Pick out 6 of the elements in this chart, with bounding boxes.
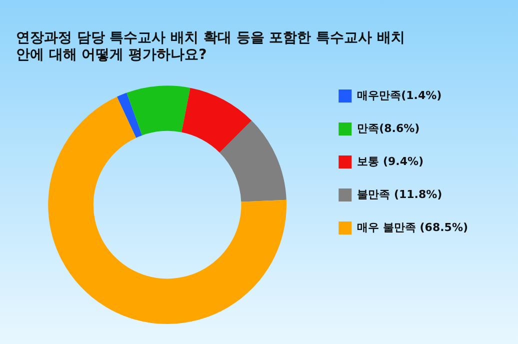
legend-label: 보통 (9.4%) bbox=[357, 154, 424, 168]
legend-label: 만족(8.6%) bbox=[357, 122, 420, 135]
legend-label: 불만족 (11.8%) bbox=[357, 188, 442, 201]
legend-label: 매우만족(1.4%) bbox=[357, 88, 442, 102]
legend-label: 매우 불만족 (68.5%) bbox=[357, 220, 468, 234]
chart-title: 연장과정 담당 특수교사 배치 확대 등을 포함한 특수교사 배치 안에 대해 어떻게 평가하나요? bbox=[16, 30, 405, 63]
